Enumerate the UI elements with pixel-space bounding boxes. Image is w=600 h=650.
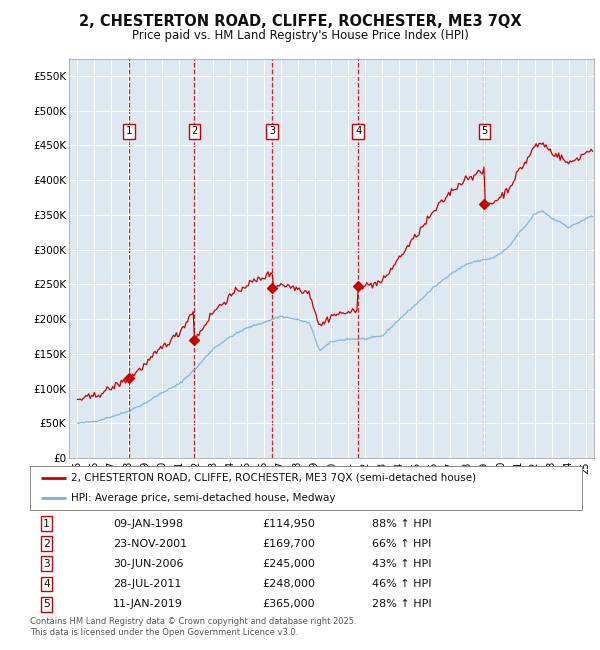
Point <box>479 200 489 210</box>
Text: 3: 3 <box>43 559 50 569</box>
Text: 28% ↑ HPI: 28% ↑ HPI <box>372 599 432 609</box>
Text: 5: 5 <box>481 127 488 136</box>
Text: 1: 1 <box>43 519 50 528</box>
Text: 3: 3 <box>269 127 275 136</box>
Text: £365,000: £365,000 <box>262 599 314 609</box>
Text: 4: 4 <box>43 579 50 589</box>
Point <box>190 335 199 345</box>
Text: 09-JAN-1998: 09-JAN-1998 <box>113 519 183 528</box>
Text: 23-NOV-2001: 23-NOV-2001 <box>113 539 187 549</box>
Text: 88% ↑ HPI: 88% ↑ HPI <box>372 519 432 528</box>
Text: 30-JUN-2006: 30-JUN-2006 <box>113 559 184 569</box>
Text: 5: 5 <box>43 599 50 609</box>
Text: Price paid vs. HM Land Registry's House Price Index (HPI): Price paid vs. HM Land Registry's House … <box>131 29 469 42</box>
Text: 2, CHESTERTON ROAD, CLIFFE, ROCHESTER, ME3 7QX: 2, CHESTERTON ROAD, CLIFFE, ROCHESTER, M… <box>79 14 521 29</box>
Text: 2: 2 <box>191 127 197 136</box>
Text: 1: 1 <box>125 127 132 136</box>
Point <box>124 373 134 384</box>
Text: 66% ↑ HPI: 66% ↑ HPI <box>372 539 431 549</box>
Text: 43% ↑ HPI: 43% ↑ HPI <box>372 559 432 569</box>
Text: 28-JUL-2011: 28-JUL-2011 <box>113 579 181 589</box>
Text: £248,000: £248,000 <box>262 579 315 589</box>
Text: 2: 2 <box>43 539 50 549</box>
Point <box>353 281 363 291</box>
Text: £114,950: £114,950 <box>262 519 315 528</box>
Text: 4: 4 <box>355 127 361 136</box>
Point <box>268 283 277 293</box>
Text: HPI: Average price, semi-detached house, Medway: HPI: Average price, semi-detached house,… <box>71 493 336 503</box>
Text: £245,000: £245,000 <box>262 559 315 569</box>
Text: 2, CHESTERTON ROAD, CLIFFE, ROCHESTER, ME3 7QX (semi-detached house): 2, CHESTERTON ROAD, CLIFFE, ROCHESTER, M… <box>71 473 476 483</box>
Text: 11-JAN-2019: 11-JAN-2019 <box>113 599 182 609</box>
Text: Contains HM Land Registry data © Crown copyright and database right 2025.
This d: Contains HM Land Registry data © Crown c… <box>30 618 356 637</box>
Text: £169,700: £169,700 <box>262 539 315 549</box>
Text: 46% ↑ HPI: 46% ↑ HPI <box>372 579 432 589</box>
